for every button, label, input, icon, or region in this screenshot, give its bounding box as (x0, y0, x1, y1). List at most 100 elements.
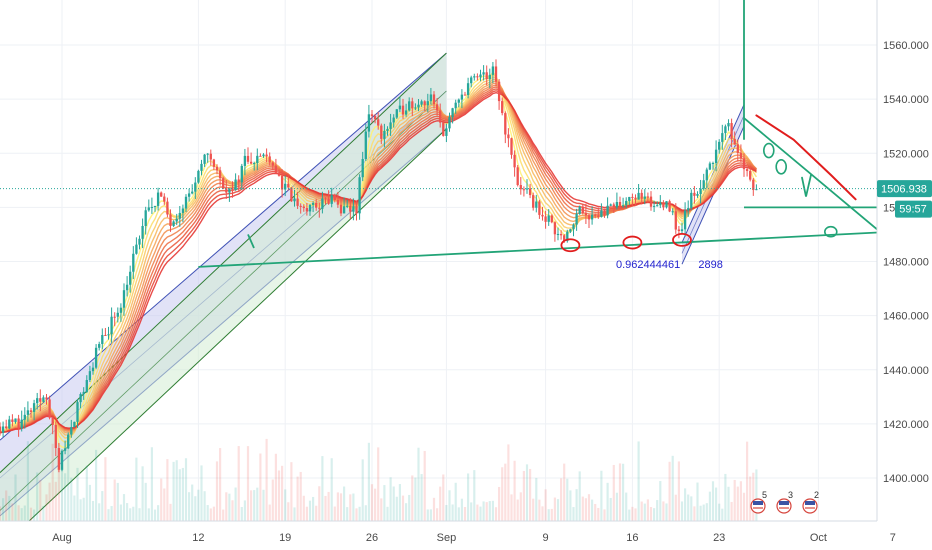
volume-bar (656, 500, 659, 521)
candle-body (262, 154, 265, 157)
annotation-text-tail: 2898 (698, 259, 722, 271)
channel-lower-line (0, 128, 447, 549)
moving-average-line (0, 91, 757, 434)
volume-bar (246, 446, 250, 521)
candle-body (361, 159, 364, 178)
candlesticks (0, 59, 758, 473)
candle-body (355, 206, 358, 214)
volume-bar (169, 503, 172, 521)
candle-body (215, 166, 219, 171)
volume-bar (175, 460, 178, 521)
volume-bar (122, 494, 126, 521)
x-tick-label: Aug (52, 532, 72, 544)
volume-bar (144, 482, 147, 521)
volume-bar (479, 506, 482, 521)
candle-body (311, 202, 315, 205)
candle-body (414, 107, 417, 109)
x-tick-label: 9 (543, 532, 549, 544)
candle-body (727, 123, 730, 127)
volume-bar (389, 477, 392, 521)
volume-bar (33, 509, 36, 521)
candle-body (442, 122, 445, 136)
volume-bar (281, 465, 284, 521)
candle-body (70, 427, 73, 435)
event-flag-canton (779, 501, 789, 505)
volume-bar (206, 505, 209, 521)
candle-body (268, 156, 271, 163)
candle-body (231, 188, 234, 191)
volume-bar (60, 452, 64, 521)
volume-bar (547, 509, 550, 521)
volume-bar (516, 499, 519, 521)
volume-bar (308, 500, 312, 521)
volume-bar (736, 486, 739, 521)
volume-bar (79, 499, 82, 521)
candle-body (125, 284, 129, 291)
candle-body (693, 192, 696, 196)
volume-bar (290, 462, 293, 521)
volume-bar (705, 503, 708, 521)
candle-body (73, 421, 76, 428)
candle-body (197, 170, 200, 183)
volume-bar (315, 505, 318, 521)
volume-bar (696, 482, 699, 521)
bar-countdown-label: 59:57 (899, 204, 927, 216)
candle-body (603, 210, 606, 216)
volume-bar (222, 509, 225, 521)
y-tick-label: 1540.000 (883, 94, 929, 106)
economic-events[interactable]: 5 3 2 (750, 490, 819, 514)
candle-body (736, 144, 739, 153)
volume-bar (482, 501, 485, 521)
volume-bar (460, 498, 463, 521)
candle-body (550, 215, 553, 223)
volume-bar (293, 507, 296, 521)
candle-body (646, 196, 650, 198)
volume-bar (653, 508, 656, 521)
volume-bars (0, 438, 758, 521)
volume-bar (659, 481, 662, 521)
candle-body (656, 205, 659, 207)
volume-bar (699, 505, 702, 521)
volume-bar (138, 508, 141, 521)
candle-body (181, 208, 185, 213)
candle-body (184, 196, 188, 209)
candle-body (525, 188, 529, 190)
candle-body (674, 211, 677, 230)
time-axis[interactable]: Aug 12 19 26 Sep 9 16 23 Oct 7 (0, 520, 932, 550)
candle-body (470, 77, 473, 84)
volume-bar (417, 447, 420, 521)
volume-bar (8, 495, 11, 521)
candle-body (435, 104, 439, 111)
volume-bar (513, 460, 516, 521)
candle-body (39, 398, 42, 402)
candle-body (370, 114, 374, 117)
candle-body (448, 117, 451, 129)
candle-body (284, 183, 287, 190)
support-circle-marker (672, 232, 692, 247)
volume-bar (166, 459, 169, 521)
volume-bar (36, 472, 39, 521)
volume-bar (336, 492, 339, 521)
price-axis[interactable]: 1400.000 1420.000 1440.000 1460.000 1480.000… (876, 0, 932, 521)
candle-body (129, 271, 132, 285)
volume-bar (197, 489, 200, 521)
volume-bar (11, 503, 14, 521)
candle-body (730, 123, 733, 139)
volume-bar (312, 496, 315, 521)
volume-bar (349, 494, 352, 521)
volume-bar (352, 493, 355, 521)
candle-body (293, 198, 296, 202)
volume-bar (110, 506, 113, 521)
volume-bar (327, 491, 330, 521)
volume-bar (374, 488, 377, 521)
volume-bar (215, 461, 219, 521)
green-arrow-marker (247, 234, 255, 249)
candle-body (395, 109, 398, 118)
volume-bar (519, 492, 522, 521)
candle-body (739, 152, 743, 159)
candle-body (237, 179, 240, 183)
volume-bar (126, 503, 129, 521)
volume-bar (730, 501, 733, 521)
y-tick-label: 1440.000 (883, 365, 929, 377)
